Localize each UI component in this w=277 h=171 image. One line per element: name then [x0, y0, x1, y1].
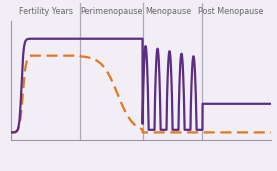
- Text: Fertility Years: Fertility Years: [19, 7, 73, 16]
- Text: Perimenopause: Perimenopause: [80, 7, 142, 16]
- Text: Menopause: Menopause: [145, 7, 192, 16]
- Text: Post Menopause: Post Menopause: [198, 7, 264, 16]
